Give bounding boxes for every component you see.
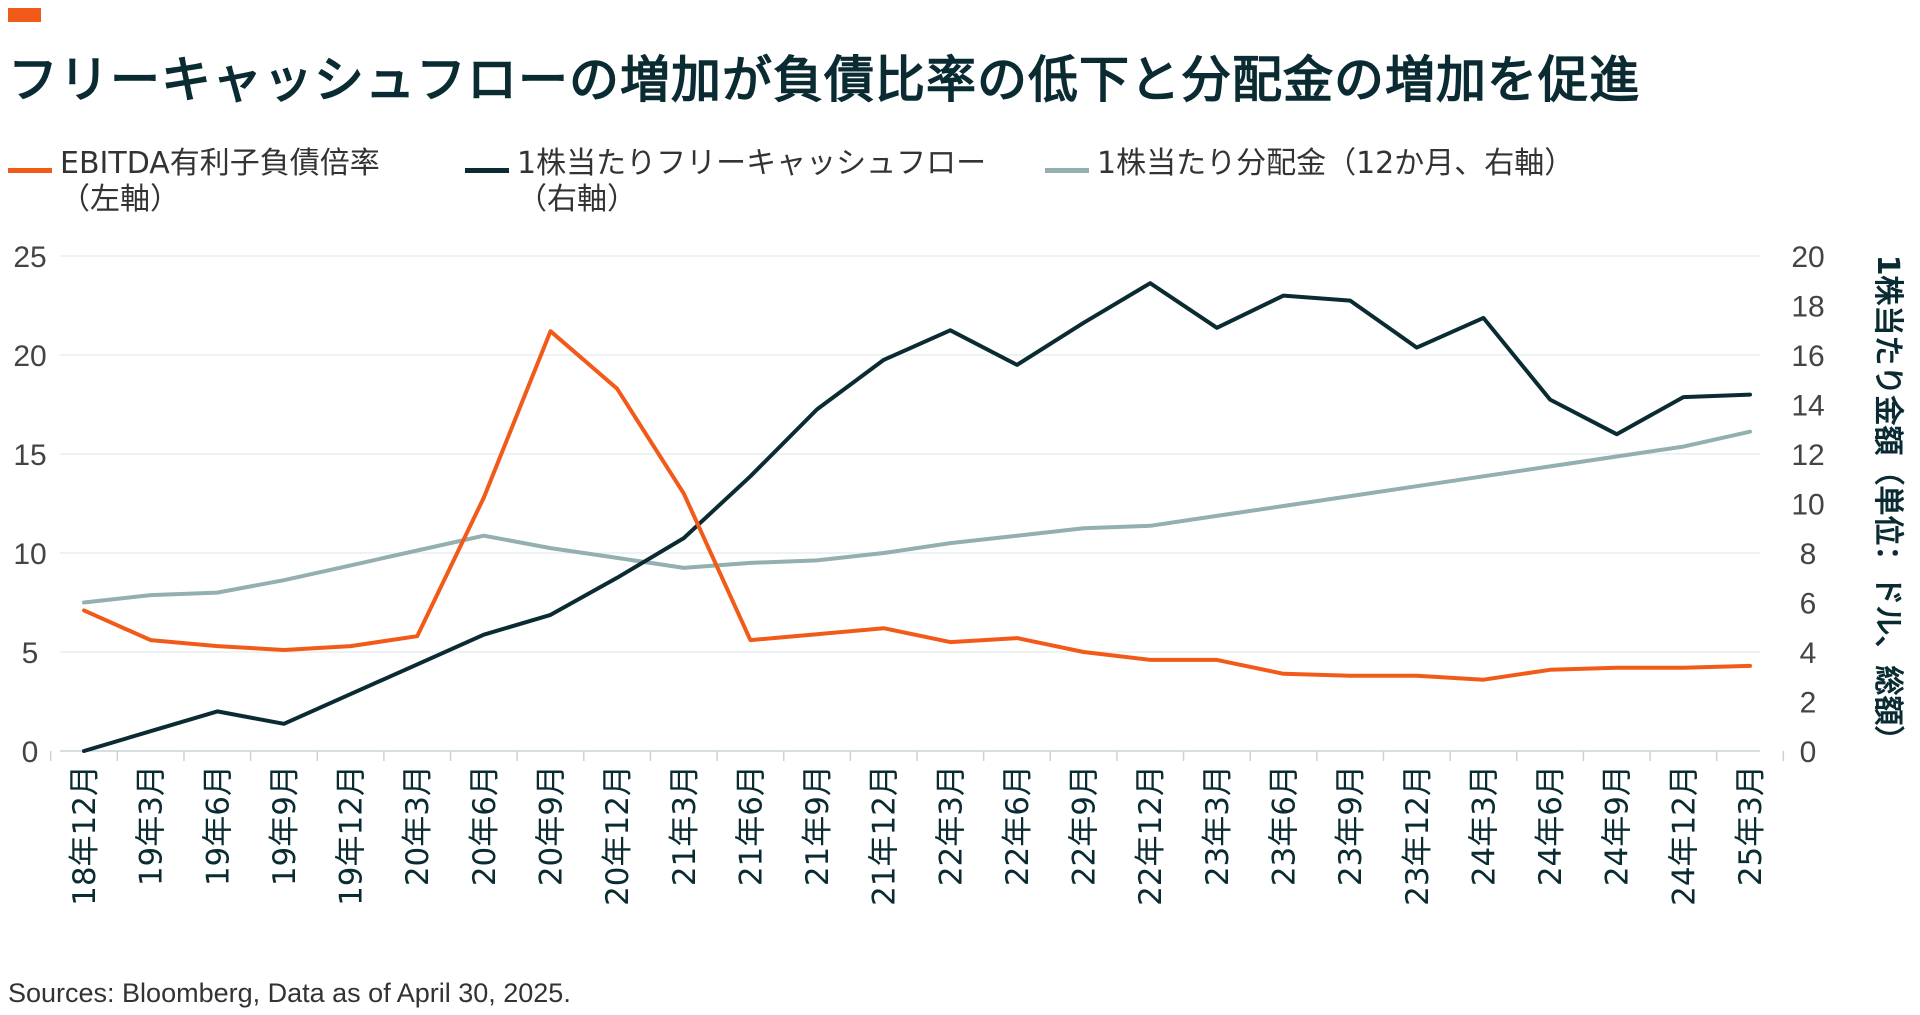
x-tick-label: 21年3月 (667, 765, 703, 886)
chart-title: フリーキャッシュフローの増加が負債比率の低下と分配金の増加を促進 (8, 51, 1640, 109)
chart-legend: EBITDA有利子負債倍率 （左軸） 1株当たりフリーキャッシュフロー （右軸）… (0, 146, 1920, 226)
legend-label-debt-ratio: EBITDA有利子負債倍率 （左軸） (60, 146, 380, 217)
legend-swatch-distribution (1045, 168, 1089, 173)
y-tick-label-right: 16 (1791, 340, 1824, 373)
series-line-debt-ratio (82, 329, 1752, 682)
y-tick-label-right: 0 (1800, 736, 1817, 769)
y-tick-label-right: 6 (1800, 588, 1817, 621)
x-tick-label: 19年6月 (200, 765, 236, 886)
y-tick-label-right: 18 (1791, 291, 1824, 324)
x-tick-label: 22年9月 (1067, 765, 1103, 886)
x-tick-label: 21年9月 (800, 765, 836, 886)
y-tick-label-left: 10 (13, 538, 46, 571)
x-tick-label: 20年6月 (467, 765, 503, 886)
line-chart: 0 5 10 15 20 25 0 2 4 6 8 10 12 14 16 18 20 1株当たり金額（単位：ドル… (13, 241, 1905, 906)
source-note: Sources: Bloomberg, Data as of April 30,… (8, 978, 571, 1008)
legend-label-distribution: 1株当たり分配金（12か月、右軸） (1097, 146, 1575, 181)
x-tick-label: 25年3月 (1733, 765, 1769, 886)
legend-label-fcf: 1株当たりフリーキャッシュフロー （右軸） (517, 146, 987, 217)
legend-item-distribution: 1株当たり分配金（12か月、右軸） (1045, 146, 1574, 182)
legend-swatch-fcf (465, 168, 509, 173)
x-tick-label: 24年3月 (1466, 765, 1502, 886)
x-tick-label: 19年3月 (134, 765, 170, 886)
x-tick-label: 24年6月 (1533, 765, 1569, 886)
series-line-distribution (82, 429, 1752, 605)
y-tick-label-left: 15 (13, 439, 46, 472)
x-tick-label: 22年12月 (1133, 765, 1169, 906)
x-tick-label: 22年3月 (933, 765, 969, 886)
y-tick-label-right: 8 (1800, 538, 1817, 571)
x-tick-label: 23年3月 (1200, 765, 1236, 886)
x-tick-label: 24年12月 (1666, 765, 1702, 906)
y-tick-label-left: 20 (13, 340, 46, 373)
x-tick-label: 20年9月 (533, 765, 569, 886)
y-tick-label-right: 12 (1791, 439, 1824, 472)
y-tick-label-right: 4 (1800, 637, 1817, 670)
x-tick-label: 23年6月 (1267, 765, 1303, 886)
x-tick-label: 21年12月 (867, 765, 903, 906)
y-tick-label-right: 20 (1791, 241, 1824, 274)
legend-item-debt-ratio: EBITDA有利子負債倍率 （左軸） (8, 146, 380, 218)
x-tick-label: 22年6月 (1000, 765, 1036, 886)
y-tick-label-right: 2 (1800, 687, 1817, 720)
y-tick-label-left: 25 (13, 241, 46, 274)
x-tick-label: 20年3月 (400, 765, 436, 886)
x-tick-label: 20年12月 (600, 765, 636, 906)
series-line-fcf (82, 281, 1752, 753)
x-tick-label: 23年9月 (1333, 765, 1369, 886)
y-tick-label-left: 0 (22, 736, 39, 769)
x-tick-label: 19年9月 (267, 765, 303, 886)
x-tick-label: 24年9月 (1600, 765, 1636, 886)
y-tick-label-right: 10 (1791, 489, 1824, 522)
y-tick-label-right: 14 (1791, 390, 1824, 423)
y-tick-label-left: 5 (22, 637, 39, 670)
x-tick-label: 18年12月 (67, 765, 103, 906)
accent-bar (8, 8, 41, 22)
x-tick-label: 23年12月 (1400, 765, 1436, 906)
y2-axis-title: 1株当たり金額（単位：ドル、総額） (1870, 255, 1905, 756)
x-tick-label: 21年6月 (733, 765, 769, 886)
legend-item-fcf: 1株当たりフリーキャッシュフロー （右軸） (465, 146, 986, 218)
x-tick-label: 19年12月 (334, 765, 370, 906)
legend-swatch-debt-ratio (8, 168, 52, 173)
